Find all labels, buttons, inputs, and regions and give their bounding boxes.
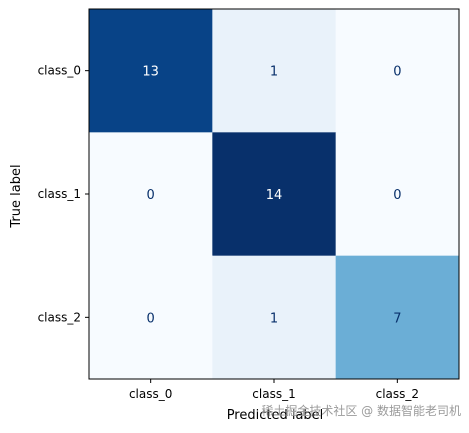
matrix-cell [212, 9, 337, 133]
x-tick-label: class_0 [129, 387, 172, 401]
x-tick-label: class_1 [252, 387, 295, 401]
y-tick-label: class_0 [38, 64, 81, 78]
matrix-cell [335, 9, 460, 133]
matrix-cell [89, 132, 213, 257]
cell-value-label: 14 [266, 188, 283, 203]
matrix-cell [212, 255, 337, 380]
matrix-cell [89, 9, 213, 133]
matrix-cell [212, 132, 337, 257]
cell-value-label: 0 [393, 65, 401, 80]
x-tick-label: class_2 [376, 387, 419, 401]
cell-value-label: 1 [270, 65, 278, 80]
y-tick-label: class_1 [38, 187, 81, 201]
y-axis-label: True label [9, 164, 24, 228]
matrix-cell [89, 255, 213, 380]
matrix-cell [335, 132, 460, 257]
x-axis-ticks: class_0 class_1 class_2 [129, 379, 419, 401]
cell-value-label: 13 [142, 65, 159, 80]
cell-value-label: 0 [147, 311, 155, 326]
matrix-cell [335, 255, 460, 380]
cell-value-label: 0 [147, 188, 155, 203]
cell-value-label: 1 [270, 311, 278, 326]
x-axis-label: Predicted label [227, 408, 324, 423]
cell-value-label: 7 [393, 311, 401, 326]
watermark: 稀土掘金技术社区 @ 数据智能老司机 [261, 404, 461, 418]
matrix-cell-labels: 13 1 0 0 14 0 0 1 7 [142, 65, 401, 327]
cell-value-label: 0 [393, 188, 401, 203]
y-axis-ticks: class_0 class_1 class_2 [38, 64, 89, 324]
y-tick-label: class_2 [38, 310, 81, 324]
matrix-cells [89, 9, 460, 380]
